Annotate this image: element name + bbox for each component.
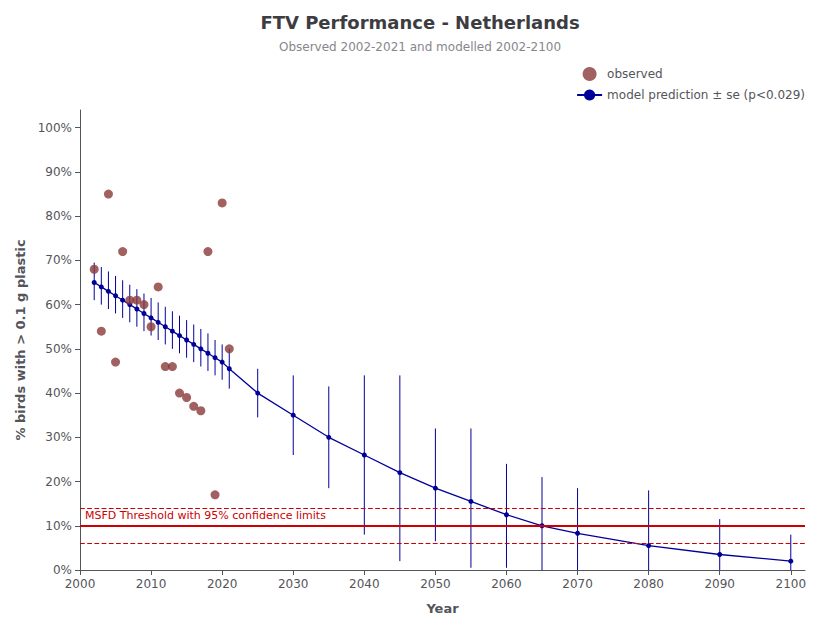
svg-text:% birds with > 0.1 g plastic: % birds with > 0.1 g plastic: [13, 239, 28, 440]
svg-text:2000: 2000: [65, 577, 96, 591]
svg-text:2010: 2010: [136, 577, 167, 591]
svg-text:40%: 40%: [45, 386, 72, 400]
svg-text:model prediction ± se (p<0.029: model prediction ± se (p<0.029): [607, 88, 805, 102]
svg-text:2070: 2070: [562, 577, 593, 591]
svg-text:FTV Performance - Netherlands: FTV Performance - Netherlands: [260, 12, 579, 33]
svg-text:20%: 20%: [45, 475, 72, 489]
svg-text:2030: 2030: [278, 577, 309, 591]
svg-text:80%: 80%: [45, 209, 72, 223]
svg-text:60%: 60%: [45, 298, 72, 312]
svg-text:50%: 50%: [45, 342, 72, 356]
svg-text:2040: 2040: [349, 577, 380, 591]
svg-text:100%: 100%: [38, 121, 72, 135]
svg-text:2020: 2020: [207, 577, 238, 591]
svg-text:MSFD Threshold with 95% confid: MSFD Threshold with 95% confidence limit…: [85, 509, 326, 522]
svg-text:0%: 0%: [53, 563, 72, 577]
svg-text:30%: 30%: [45, 430, 72, 444]
svg-text:2090: 2090: [704, 577, 735, 591]
svg-text:Observed 2002-2021 and modelle: Observed 2002-2021 and modelled 2002-210…: [279, 40, 561, 54]
svg-text:70%: 70%: [45, 253, 72, 267]
svg-text:2080: 2080: [633, 577, 664, 591]
svg-text:2050: 2050: [420, 577, 451, 591]
svg-text:Year: Year: [425, 601, 459, 616]
svg-text:2100: 2100: [776, 577, 807, 591]
svg-text:2060: 2060: [491, 577, 522, 591]
svg-text:90%: 90%: [45, 165, 72, 179]
svg-text:10%: 10%: [45, 519, 72, 533]
svg-text:observed: observed: [607, 67, 663, 81]
